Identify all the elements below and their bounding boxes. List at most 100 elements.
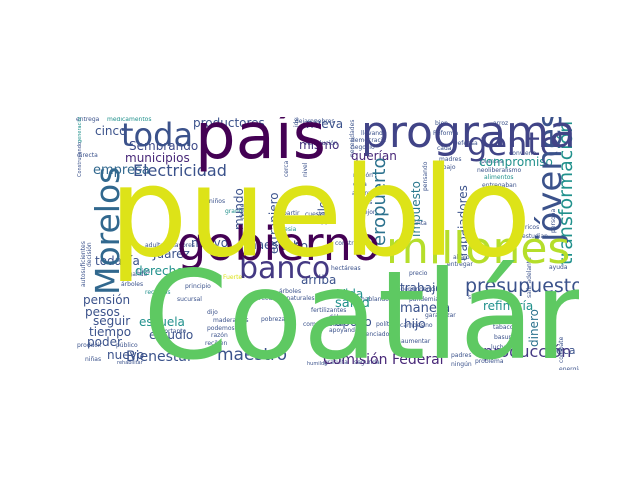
word-problema: precio xyxy=(409,270,428,277)
word-cuesta: cuesta xyxy=(305,211,325,218)
word-entregar: pandemia xyxy=(409,296,439,303)
word-pension: pensión xyxy=(83,293,131,307)
word-estudio: estudio xyxy=(149,328,194,342)
word-idea: dejaron xyxy=(295,118,318,125)
word-pandemia: pobreza xyxy=(261,316,286,323)
word-ricos: estudian xyxy=(522,233,548,240)
word-basura: basura xyxy=(494,334,515,341)
word-madres: madres xyxy=(439,156,462,163)
word-producir: producir xyxy=(77,342,102,349)
word-tiempo: tiempo xyxy=(89,325,132,339)
word-comunidades: maderables xyxy=(213,317,249,324)
word-querian: querían xyxy=(351,149,397,163)
word-rehabilitar: rehabilitar xyxy=(117,360,143,366)
word-alimentos: alimentos xyxy=(484,174,514,181)
word-partir: partir xyxy=(283,210,300,217)
word-fertilizantes: independencia xyxy=(395,286,440,293)
word-cada: pagando xyxy=(121,271,148,278)
word-cabo: arriba xyxy=(301,273,337,287)
word-ninas: niñas xyxy=(85,356,102,363)
word-persona: entregar xyxy=(447,261,473,268)
word-millones: millones xyxy=(386,223,571,274)
word-adultos-mayores: adultos mayores xyxy=(145,242,195,249)
word-humilde: recursos naturales xyxy=(259,295,315,302)
word-mejor: mejor xyxy=(358,209,376,216)
word-cosa: negocio xyxy=(351,144,375,151)
word-hablando: hablando xyxy=(361,296,389,303)
word-aumentar: aumentar xyxy=(401,338,431,345)
word-poder: nuevo xyxy=(107,348,145,362)
word-pobres: pobres xyxy=(314,118,335,125)
word-productores: productores xyxy=(193,117,265,130)
word-sembrando: Sembrando xyxy=(129,139,199,153)
word-politica: comunidades xyxy=(303,321,344,328)
word-comision-federal: Comisión Federal xyxy=(323,352,444,368)
word-empresa: empresa xyxy=(93,163,150,178)
word-podemos: podemos xyxy=(207,325,235,332)
word-tanto: abajo xyxy=(439,164,456,171)
word-seguir: seguir xyxy=(93,314,131,328)
word-refineria: refinería xyxy=(483,299,534,313)
word-nacion: Reforma xyxy=(433,130,459,137)
word-construccion: construcción xyxy=(335,240,374,247)
word-hecho: bien xyxy=(435,120,448,127)
word-necesidades: cosa xyxy=(353,181,367,188)
word-pesos: pesos xyxy=(85,305,120,319)
word-fuerte: árboles xyxy=(279,288,302,295)
word-electricidad: Electricidad xyxy=(133,161,227,180)
word-toda: toda xyxy=(121,117,194,154)
word-crisis: crisis xyxy=(357,199,373,206)
word-defensa: Defensa xyxy=(453,140,478,147)
word-negocio: humilde xyxy=(307,361,328,367)
word-banco: banco xyxy=(239,251,331,286)
word-reforma: apoyando xyxy=(329,327,359,334)
word-medicamentos: medicamentos xyxy=(107,117,152,123)
word-maestro: maestro xyxy=(217,345,287,365)
word-pais: país xyxy=(195,117,326,174)
word-mal: maestras xyxy=(245,238,301,252)
word-maderables: sino xyxy=(468,294,481,301)
word-arroz: arroz xyxy=(493,120,509,127)
word-abajo: conviene xyxy=(509,150,537,157)
word-construyendo: Construyendo xyxy=(77,142,83,177)
word-cloud: Revolución idea dejaron llevando democra… xyxy=(73,117,579,370)
word-generaciones: generaciones xyxy=(77,117,83,143)
word-trabajo: trabajo xyxy=(400,281,443,295)
word-nueva: nueva xyxy=(306,117,344,131)
word-significa: directa xyxy=(77,152,98,159)
word-vida: poder xyxy=(87,335,122,349)
word-alcanza: alcanza xyxy=(352,190,375,197)
word-directa: Dios xyxy=(137,268,151,275)
word-segunda: segunda xyxy=(354,359,380,366)
word-acuerdo: iglesia xyxy=(277,226,297,233)
word-llevando: democracia xyxy=(351,137,387,144)
word-plantas: plantas xyxy=(481,158,504,165)
word-cinco: cinco xyxy=(95,124,127,138)
word-reciben: reciben xyxy=(205,340,228,347)
word-mismo: mismo xyxy=(299,138,340,152)
word-dolares: dólares xyxy=(329,314,351,321)
word-salir-adelante: ricos xyxy=(525,224,540,231)
word-estudian: nación xyxy=(353,172,373,179)
word-programa: programa xyxy=(361,117,576,158)
word-manera: manera xyxy=(400,301,451,316)
word-ninos: niños xyxy=(209,198,226,205)
word-rinde: ningún xyxy=(451,361,472,368)
word-razon: razón xyxy=(211,332,228,339)
word-salud: salud xyxy=(335,296,370,311)
word-gente: gente xyxy=(467,125,560,163)
word-bien: política xyxy=(376,321,398,328)
word-todavia: todavía xyxy=(95,254,140,268)
word-arriba: Vida xyxy=(337,287,364,301)
word-escuela: escuela xyxy=(139,315,185,329)
word-pueblo: pueblo xyxy=(109,141,532,285)
word-entrega: entrega xyxy=(76,117,100,123)
word-apoyo: apoyo xyxy=(335,315,372,329)
word-gratuita: gratuita xyxy=(324,359,348,366)
word-derecho: derecho xyxy=(135,264,184,278)
word-nuevo: nuevo xyxy=(191,236,229,250)
word-conviene: neoliberalismo xyxy=(477,167,522,174)
word-bienestar: Bienestar xyxy=(126,349,193,365)
word-sino: abajo xyxy=(453,254,470,261)
